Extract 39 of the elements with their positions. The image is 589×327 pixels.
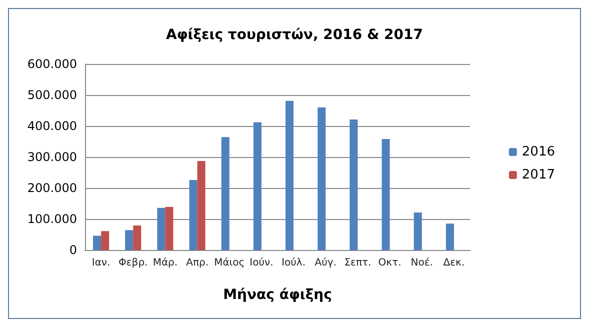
bar: [350, 119, 358, 250]
x-tick-label: Ιαν.: [92, 258, 110, 268]
bar: [414, 212, 422, 250]
x-tick-label: Μάιος: [214, 258, 245, 268]
bar: [125, 230, 134, 250]
bar: [221, 137, 230, 250]
x-tick-label: Δεκ.: [443, 258, 465, 268]
bar: [253, 122, 262, 250]
x-tick-label: Φεβρ.: [118, 258, 148, 268]
bar: [382, 139, 390, 250]
y-tick-label: 400.000: [27, 119, 77, 133]
y-tick-label: 600.000: [27, 57, 77, 71]
y-tick-label: 0: [69, 243, 77, 257]
x-tick-label: Μάρ.: [152, 258, 178, 268]
bar: [197, 161, 206, 250]
y-tick-label: 100.000: [27, 212, 77, 226]
x-tick-label: Ιούν.: [250, 258, 274, 268]
bar: [101, 231, 110, 250]
x-tick-label: Οκτ.: [378, 258, 402, 268]
bar: [286, 100, 294, 250]
bar: [446, 224, 454, 250]
x-tick-label: Νοέ.: [410, 258, 433, 268]
bar: [93, 236, 102, 250]
x-axis-title: Μήνας άφιξης: [223, 287, 332, 303]
y-tick-label: 300.000: [27, 150, 77, 164]
x-tick-label: Αύγ.: [314, 258, 336, 268]
bar: [165, 206, 174, 250]
y-tick-label: 500.000: [27, 88, 77, 102]
chart-title: Αφίξεις τουριστών, 2016 & 2017: [166, 27, 424, 43]
x-tick-label: Σεπτ.: [344, 258, 372, 268]
legend-label: 2017: [522, 168, 556, 182]
bar: [133, 226, 142, 250]
y-tick-label: 200.000: [27, 181, 77, 195]
x-tick-label: Απρ.: [186, 258, 208, 268]
bar: [189, 180, 198, 250]
legend-label: 2016: [522, 144, 556, 160]
bar: [318, 107, 326, 250]
bar: [157, 208, 166, 250]
x-tick-label: Ιούλ.: [282, 258, 306, 268]
